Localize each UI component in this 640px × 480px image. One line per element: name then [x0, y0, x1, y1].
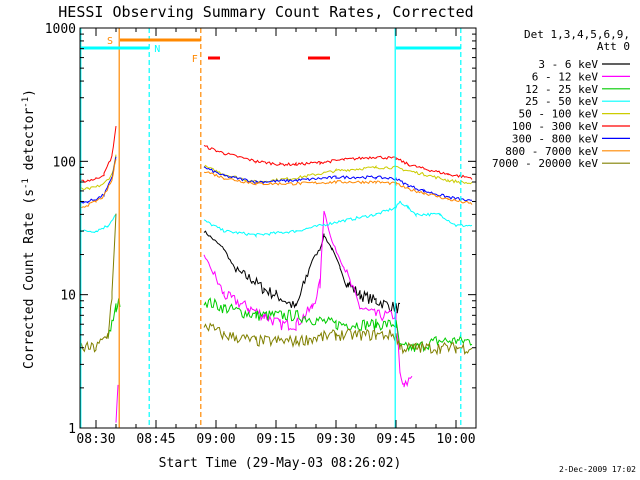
- flare-label: F: [192, 54, 198, 65]
- legend-label: 12 - 25 keV: [525, 83, 598, 96]
- series-path: [203, 322, 473, 356]
- y-axis-title-part: detector: [22, 108, 37, 179]
- y-tick-label: 100: [53, 155, 76, 170]
- x-tick-label: 09:30: [316, 432, 355, 447]
- series-line: [107, 297, 473, 353]
- legend-label: 800 - 7000 keV: [505, 145, 598, 158]
- y-tick-label: 1000: [45, 22, 76, 37]
- series-path: [79, 159, 117, 209]
- series-path: [203, 210, 413, 388]
- legend-header-line: Det 1,3,4,5,6,9,: [524, 28, 630, 41]
- x-tick-label: 09:00: [196, 432, 235, 447]
- legend-label: 25 - 50 keV: [525, 95, 598, 108]
- chart-title: HESSI Observing Summary Count Rates, Cor…: [58, 3, 473, 21]
- series-line: [79, 156, 473, 205]
- series-path: [203, 200, 473, 238]
- y-axis-title-sup: -1: [21, 178, 31, 189]
- x-tick-label: 08:30: [76, 432, 115, 447]
- legend-label: 100 - 300 keV: [512, 120, 598, 133]
- legend-label: 7000 - 20000 keV: [492, 157, 598, 170]
- series-path: [203, 166, 473, 202]
- series-path: [107, 298, 121, 339]
- axes-frame: [79, 27, 477, 429]
- legend-label: 6 - 12 keV: [532, 70, 599, 83]
- series-path: [203, 144, 473, 180]
- series-line: [79, 154, 473, 191]
- x-tick-label: 09:15: [256, 432, 295, 447]
- series-path: [203, 297, 473, 353]
- y-tick-label: 10: [60, 289, 76, 304]
- y-axis-title-sup: -1: [21, 97, 31, 108]
- y-axis-title-part: Corrected Count Rate (s: [22, 189, 37, 369]
- series-path: [79, 154, 117, 191]
- legend-header-line: Att 0: [597, 40, 630, 53]
- series-line: [203, 230, 401, 314]
- series-line: [115, 210, 413, 423]
- series-line: [79, 159, 473, 209]
- series-path: [203, 171, 473, 205]
- y-tick-label: 1: [68, 422, 76, 437]
- x-axis-title: Start Time (29-May-03 08:26:02): [159, 456, 402, 471]
- series-path: [79, 213, 117, 353]
- legend-label: 3 - 6 keV: [538, 58, 598, 71]
- x-tick-label: 09:45: [376, 432, 415, 447]
- series-path: [115, 384, 119, 423]
- footer-date: 2-Dec-2009 17:02: [559, 465, 636, 474]
- series-path: [79, 156, 117, 205]
- x-tick-label: 10:00: [436, 432, 475, 447]
- series-line: [79, 126, 473, 183]
- series-path: [203, 230, 401, 314]
- status-label-s: S: [107, 36, 113, 47]
- series-line: [79, 200, 473, 238]
- y-axis-title-part: ): [22, 89, 37, 97]
- legend-label: 50 - 100 keV: [519, 108, 599, 121]
- y-axis-title: Corrected Count Rate (s-1 detector-1): [21, 89, 37, 369]
- x-tick-label: 08:45: [136, 432, 175, 447]
- series-path: [79, 126, 117, 183]
- legend-label: 300 - 800 keV: [512, 132, 598, 145]
- series-path: [79, 213, 117, 233]
- plot-area: S N F 1 10 100 1000 08:30 08:45 09:00 09:15 09:30 09…: [45, 22, 477, 447]
- series-path: [203, 164, 473, 185]
- status-label-n: N: [154, 44, 160, 55]
- series-line: [79, 213, 473, 356]
